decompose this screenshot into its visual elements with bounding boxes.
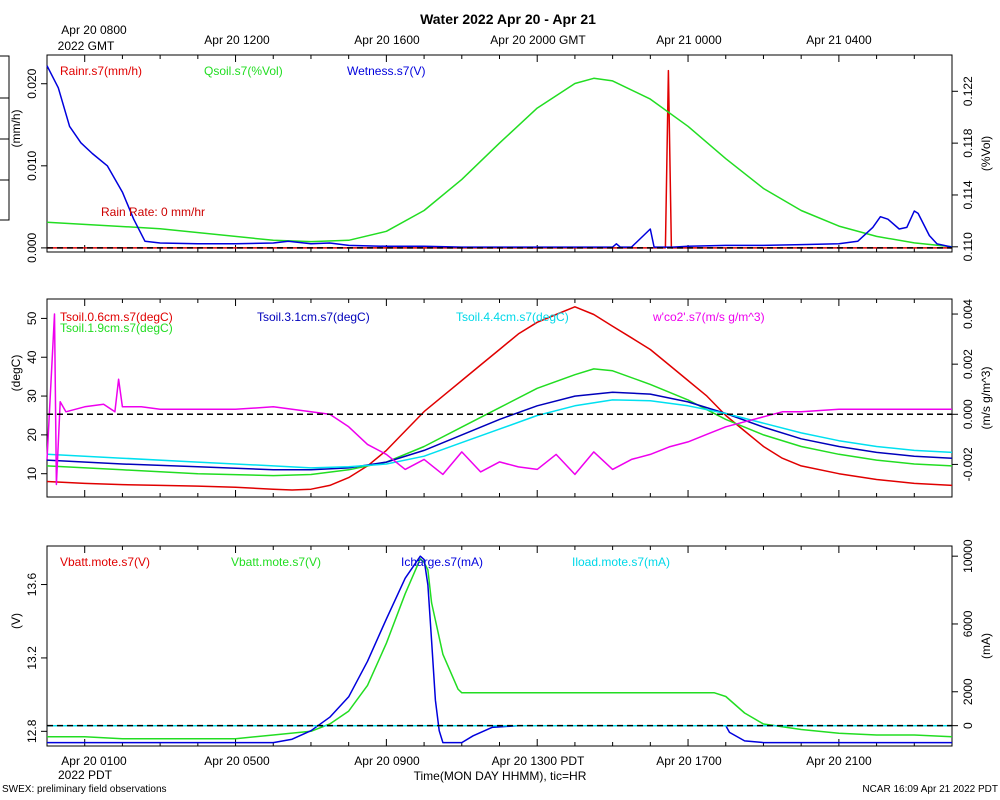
cropped-side-boxes — [0, 55, 10, 221]
bottom-legend: Vbatt.mote.s7(V) Vbatt.mote.s7(V) Icharg… — [60, 555, 670, 569]
left-tick-label: 10 — [25, 467, 39, 481]
right-tick-label: -0.002 — [961, 447, 975, 481]
right-tick-label: 0.110 — [961, 232, 975, 261]
panel-bottom: 12.8 13.2 13.6 (V) 0 2000 6000 10000 (mA) — [9, 539, 993, 747]
bottom-axis-first-label: Apr 20 0100 — [61, 754, 127, 768]
left-tick-label: 13.2 — [25, 646, 39, 670]
right-tick-label: 0 — [961, 722, 975, 729]
top-axis-first-label: Apr 20 0800 — [61, 23, 127, 37]
right-tick-label: 0.000 — [961, 399, 975, 429]
plot-frame — [46, 54, 953, 253]
series-rainr-s7-mm-h- — [47, 69, 952, 249]
right-axis-title: (mA) — [979, 633, 993, 659]
right-tick-label: 0.118 — [961, 128, 975, 157]
legend-tsoil-1-9: Tsoil.1.9cm.s7(degC) — [60, 321, 173, 335]
right-tick-label: 0.114 — [961, 180, 975, 209]
left-tick-label: 50 — [25, 311, 39, 325]
series-icharge-s7-ma- — [47, 555, 952, 744]
left-axis-title: (V) — [9, 613, 23, 629]
left-axis-title: (mm/h) — [9, 110, 23, 148]
middle-legend: Tsoil.0.6cm.s7(degC) Tsoil.1.9cm.s7(degC… — [60, 310, 765, 335]
left-tick-label: 13.6 — [25, 573, 39, 597]
plot-frame — [46, 298, 953, 498]
top-axis-label: Apr 21 0400 — [806, 33, 872, 47]
legend-qsoil: Qsoil.s7(%Vol) — [204, 64, 283, 78]
left-tick-label: 0.020 — [25, 68, 39, 98]
legend-vbatt-green: Vbatt.mote.s7(V) — [231, 555, 321, 569]
top-axis-year-label: 2022 GMT — [58, 39, 115, 53]
bottom-axis-year-label: 2022 PDT — [58, 768, 113, 782]
right-tick-label: 2000 — [961, 678, 975, 705]
x-axis-title: Time(MON DAY HHMM), tic=HR — [414, 769, 587, 783]
bottom-time-axis: Apr 20 0100 2022 PDT Apr 20 0500 Apr 20 … — [58, 754, 872, 783]
legend-wetness: Wetness.s7(V) — [347, 64, 425, 78]
legend-rainr: Rainr.s7(mm/h) — [60, 64, 142, 78]
legend-vbatt-red: Vbatt.mote.s7(V) — [60, 555, 150, 569]
right-tick-label: 0.004 — [961, 299, 975, 329]
legend-iload: Iload.mote.s7(mA) — [572, 555, 670, 569]
top-axis-label: Apr 20 1200 — [204, 33, 270, 47]
right-axis-title: (m/s g/m^3) — [979, 367, 993, 430]
series-w-co2-s7-m-s-g-m-3- — [46, 313, 952, 486]
right-axis-title: (%Vol) — [979, 136, 993, 171]
series-tsoil-4-4cm-s7-degc- — [46, 399, 953, 469]
legend-tsoil-3-1: Tsoil.3.1cm.s7(degC) — [257, 310, 370, 324]
legend-wco2: w'co2'.s7(m/s g/m^3) — [652, 310, 765, 324]
bottom-axis-label: Apr 20 0900 — [354, 754, 420, 768]
top-time-axis: Apr 20 0800 2022 GMT Apr 20 1200 Apr 20 … — [58, 23, 872, 53]
series-wetness-s7-v- — [46, 65, 953, 248]
left-tick-label: 12.8 — [25, 719, 39, 743]
bottom-axis-label: Apr 20 0500 — [204, 754, 270, 768]
bottom-axis-label: Apr 20 1700 — [656, 754, 722, 768]
footer-left: SWEX: preliminary field observations — [2, 784, 167, 795]
legend-tsoil-4-4: Tsoil.4.4cm.s7(degC) — [456, 310, 569, 324]
rain-rate-annotation: Rain Rate: 0 mm/hr — [101, 205, 205, 219]
left-tick-label: 0.000 — [25, 233, 39, 263]
bottom-axis-label: Apr 20 1300 PDT — [492, 754, 585, 768]
right-tick-label: 0.122 — [961, 76, 975, 106]
right-tick-label: 6000 — [961, 610, 975, 637]
left-tick-label: 40 — [25, 350, 39, 364]
panel-top: 0.000 0.010 0.020(mm/h) 0.110 0.114 0.118 0.12… — [9, 54, 993, 263]
left-tick-label: 20 — [25, 428, 39, 442]
series-tsoil-0-6cm-s7-degc- — [46, 306, 953, 491]
series-vbatt-mote-s7-v- — [47, 558, 953, 740]
bottom-axis-label: Apr 20 2100 — [806, 754, 872, 768]
footer-right: NCAR 16:09 Apr 21 2022 PDT — [862, 784, 998, 795]
panel-middle: 10 20 30 40 50 (degC) -0.002 0.000 0.002 0.004 (m/… — [9, 298, 993, 498]
series-tsoil-1-9cm-s7-degc- — [46, 368, 953, 477]
left-tick-label: 0.010 — [25, 150, 39, 180]
left-tick-label: 30 — [25, 389, 39, 403]
plot-frame — [46, 545, 953, 747]
legend-tsoil-0-6: Tsoil.0.6cm.s7(degC) — [60, 310, 173, 324]
top-axis-label: Apr 20 2000 GMT — [490, 33, 586, 47]
left-axis-title: (degC) — [9, 355, 23, 392]
top-axis-label: Apr 20 1600 — [354, 33, 420, 47]
top-axis-label: Apr 21 0000 — [656, 33, 722, 47]
chart-title: Water 2022 Apr 20 - Apr 21 — [420, 11, 596, 27]
right-tick-label: 0.002 — [961, 349, 975, 379]
top-legend: Rainr.s7(mm/h) Qsoil.s7(%Vol) Wetness.s7… — [60, 64, 425, 219]
series-tsoil-3-1cm-s7-degc- — [46, 391, 953, 471]
legend-icharge: Icharge.s7(mA) — [401, 555, 483, 569]
right-tick-label: 10000 — [961, 539, 975, 573]
series-qsoil-s7-vol- — [46, 77, 953, 248]
